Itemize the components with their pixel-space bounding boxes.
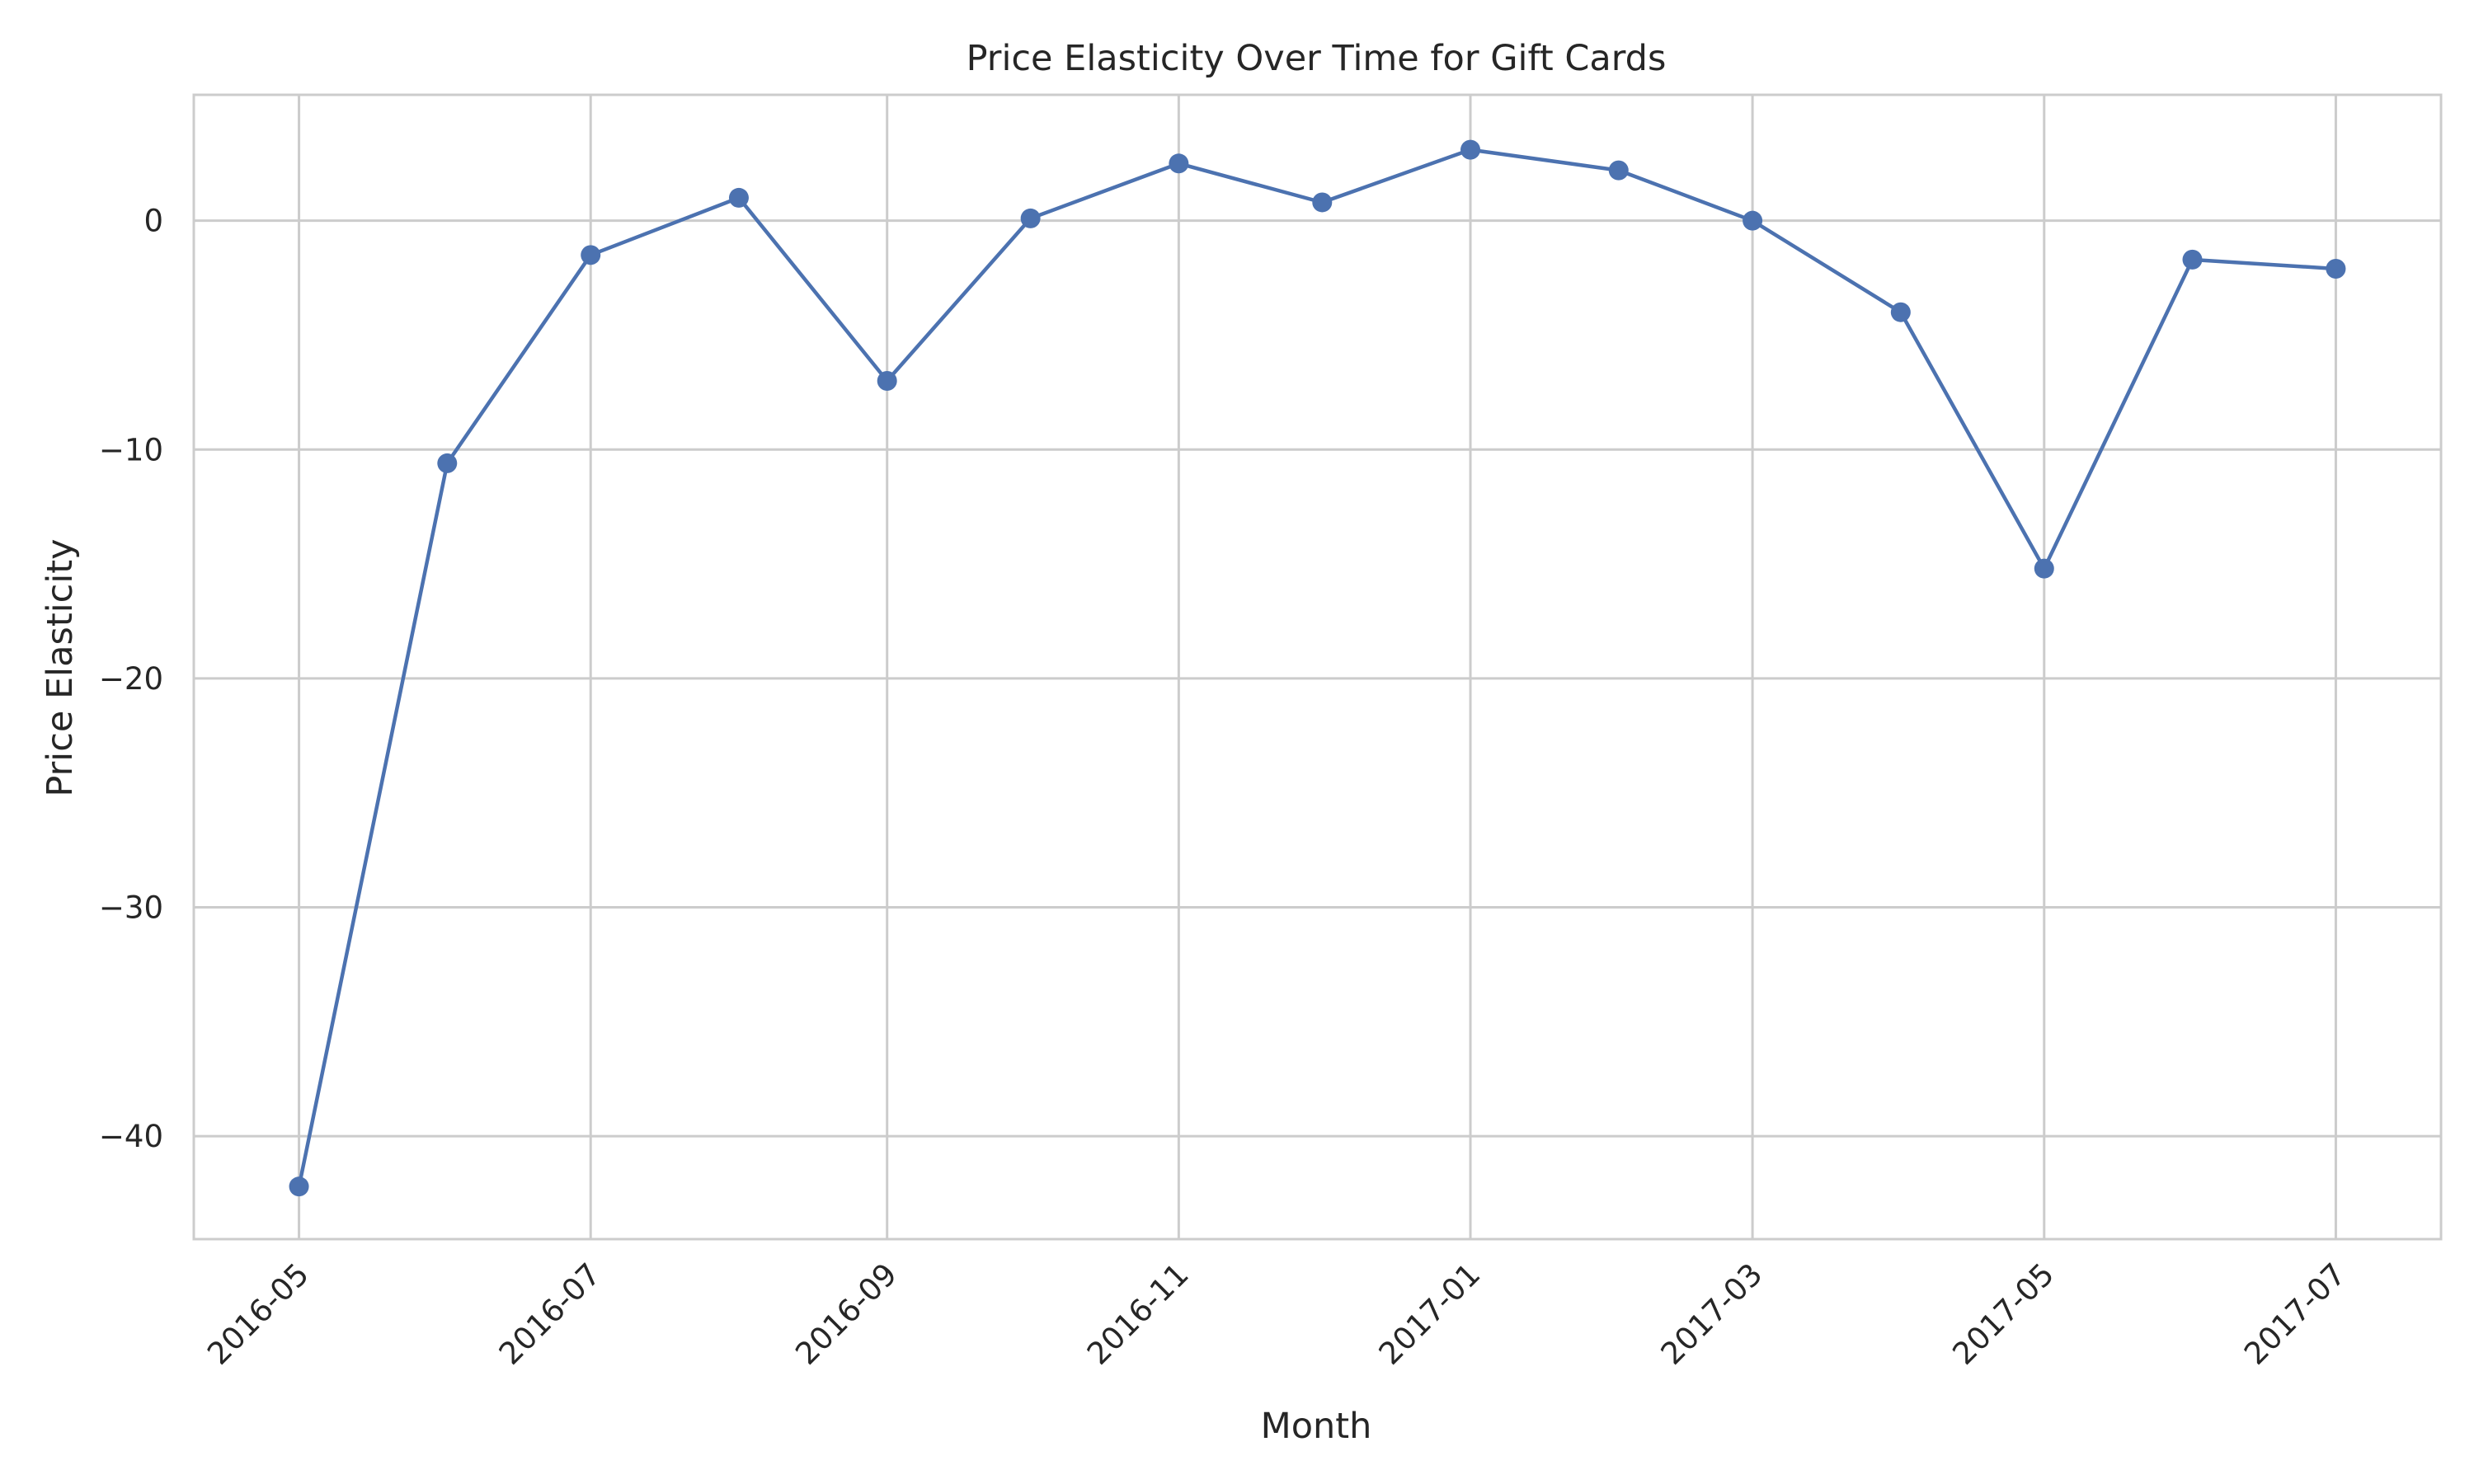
chart-title: Price Elasticity Over Time for Gift Card… <box>967 38 1667 79</box>
y-tick-label: −20 <box>99 661 163 697</box>
y-tick-label: −10 <box>99 432 163 467</box>
y-tick-label: −40 <box>99 1119 163 1154</box>
data-point <box>2182 249 2203 270</box>
data-point <box>581 245 601 265</box>
data-point <box>728 187 749 208</box>
y-tick-labels: 0 −10 −20 −30 −40 <box>99 204 163 1154</box>
data-point <box>1312 192 1333 213</box>
y-tick-label: −30 <box>99 890 163 925</box>
data-point <box>1460 139 1481 160</box>
series-layer <box>289 139 2346 1197</box>
grid <box>194 95 2441 1239</box>
data-point <box>1020 208 1041 228</box>
y-axis-label: Price Elasticity <box>40 538 81 796</box>
data-point <box>289 1176 309 1197</box>
data-point <box>2326 258 2346 279</box>
data-point <box>1169 153 1189 174</box>
data-point <box>1890 302 1911 322</box>
y-tick-label: 0 <box>143 204 163 239</box>
data-point <box>2034 558 2054 579</box>
data-point <box>877 371 897 391</box>
x-axis-label: Month <box>1261 1406 1372 1447</box>
data-point <box>437 453 458 473</box>
plot-frame <box>192 93 2443 1241</box>
data-point <box>1608 160 1629 181</box>
data-point <box>1743 210 1763 231</box>
